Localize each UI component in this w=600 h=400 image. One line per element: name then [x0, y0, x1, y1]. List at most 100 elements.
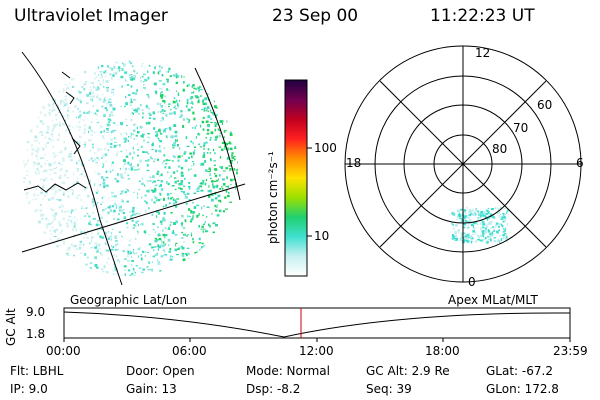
polar-emission-pixel: [482, 226, 485, 229]
emission-pixel: [44, 162, 46, 166]
emission-pixel: [135, 109, 138, 113]
emission-pixel: [120, 132, 122, 136]
emission-pixel: [53, 218, 57, 221]
emission-pixel: [187, 208, 191, 211]
emission-pixel: [57, 237, 60, 240]
emission-pixel: [147, 153, 150, 155]
emission-pixel: [216, 179, 219, 182]
emission-pixel: [62, 105, 66, 108]
polar-emission-pixel: [489, 233, 491, 236]
emission-pixel: [106, 238, 109, 241]
emission-pixel: [96, 229, 99, 231]
emission-pixel: [181, 224, 183, 227]
polar-emission-pixel: [475, 209, 477, 211]
emission-pixel: [142, 112, 144, 115]
emission-pixel: [105, 102, 108, 105]
emission-pixel: [65, 98, 67, 101]
emission-pixel: [186, 84, 189, 87]
emission-pixel: [176, 170, 179, 172]
emission-pixel: [66, 224, 70, 228]
emission-pixel: [156, 239, 159, 241]
emission-pixel: [52, 102, 56, 105]
emission-pixel: [117, 248, 119, 250]
emission-pixel: [190, 96, 193, 98]
emission-pixel: [86, 111, 89, 115]
emission-pixel: [132, 213, 136, 216]
emission-pixel: [136, 220, 140, 222]
emission-pixel: [137, 154, 139, 157]
emission-pixel: [66, 170, 68, 172]
emission-pixel: [220, 166, 223, 170]
emission-pixel: [41, 106, 45, 108]
emission-pixel: [118, 206, 122, 210]
polar-emission-pixel: [500, 213, 502, 216]
polar-emission-pixel: [452, 224, 454, 226]
emission-pixel: [75, 116, 77, 119]
emission-pixel: [51, 196, 55, 200]
emission-pixel: [145, 106, 149, 109]
emission-pixel: [71, 209, 74, 212]
emission-pixel: [158, 128, 161, 130]
emission-pixel: [130, 119, 133, 121]
emission-pixel: [203, 108, 205, 112]
emission-pixel: [114, 223, 117, 225]
polar-emission-pixel: [483, 238, 487, 240]
polar-emission-pixel: [463, 209, 466, 212]
emission-pixel: [114, 267, 118, 271]
emission-pixel: [213, 180, 217, 182]
emission-pixel: [187, 215, 189, 218]
emission-pixel: [79, 117, 81, 121]
emission-pixel: [100, 131, 103, 134]
emission-pixel: [48, 137, 51, 140]
emission-pixel: [200, 163, 202, 166]
emission-pixel: [130, 98, 132, 102]
polar-emission-pixel: [500, 238, 503, 241]
polar-emission-pixel: [503, 228, 505, 230]
emission-pixel: [50, 198, 53, 200]
emission-pixel: [143, 230, 147, 234]
emission-pixel: [113, 145, 117, 148]
emission-pixel: [147, 136, 151, 139]
emission-pixel: [66, 113, 69, 117]
emission-pixel: [50, 233, 53, 235]
emission-pixel: [177, 165, 181, 168]
emission-pixel: [62, 159, 65, 162]
emission-pixel: [35, 150, 38, 153]
emission-pixel: [78, 89, 80, 93]
emission-pixel: [101, 197, 104, 199]
door-readout: Door: Open: [126, 364, 195, 378]
emission-pixel: [133, 69, 136, 73]
emission-pixel: [112, 93, 115, 97]
emission-pixel: [121, 85, 123, 88]
emission-pixel: [72, 189, 74, 193]
emission-pixel: [133, 129, 136, 132]
emission-pixel: [183, 150, 187, 153]
polar-emission-pixel: [473, 211, 477, 214]
emission-pixel: [175, 73, 178, 77]
polar-emission-pixel: [493, 237, 496, 239]
emission-pixel: [93, 201, 95, 204]
emission-pixel: [180, 188, 183, 190]
emission-pixel: [198, 99, 200, 102]
emission-pixel: [159, 69, 161, 73]
emission-pixel: [147, 133, 151, 135]
emission-pixel: [67, 218, 70, 222]
polar-emission-pixel: [481, 220, 485, 223]
emission-pixel: [90, 129, 92, 132]
emission-pixel: [157, 170, 160, 173]
emission-pixel: [110, 248, 114, 251]
polar-emission-pixel: [493, 226, 495, 228]
emission-pixel: [173, 106, 176, 108]
emission-pixel: [184, 178, 186, 180]
emission-pixel: [46, 142, 50, 144]
emission-pixel: [89, 150, 92, 152]
emission-pixel: [99, 217, 102, 220]
colorbar-unit-label: photon cm⁻²s⁻¹: [266, 151, 280, 244]
emission-pixel: [175, 180, 177, 183]
emission-pixel: [58, 222, 61, 226]
emission-pixel: [159, 270, 162, 272]
emission-pixel: [160, 92, 162, 95]
emission-pixel: [237, 169, 238, 171]
emission-pixel: [91, 143, 95, 145]
emission-pixel: [122, 68, 125, 71]
